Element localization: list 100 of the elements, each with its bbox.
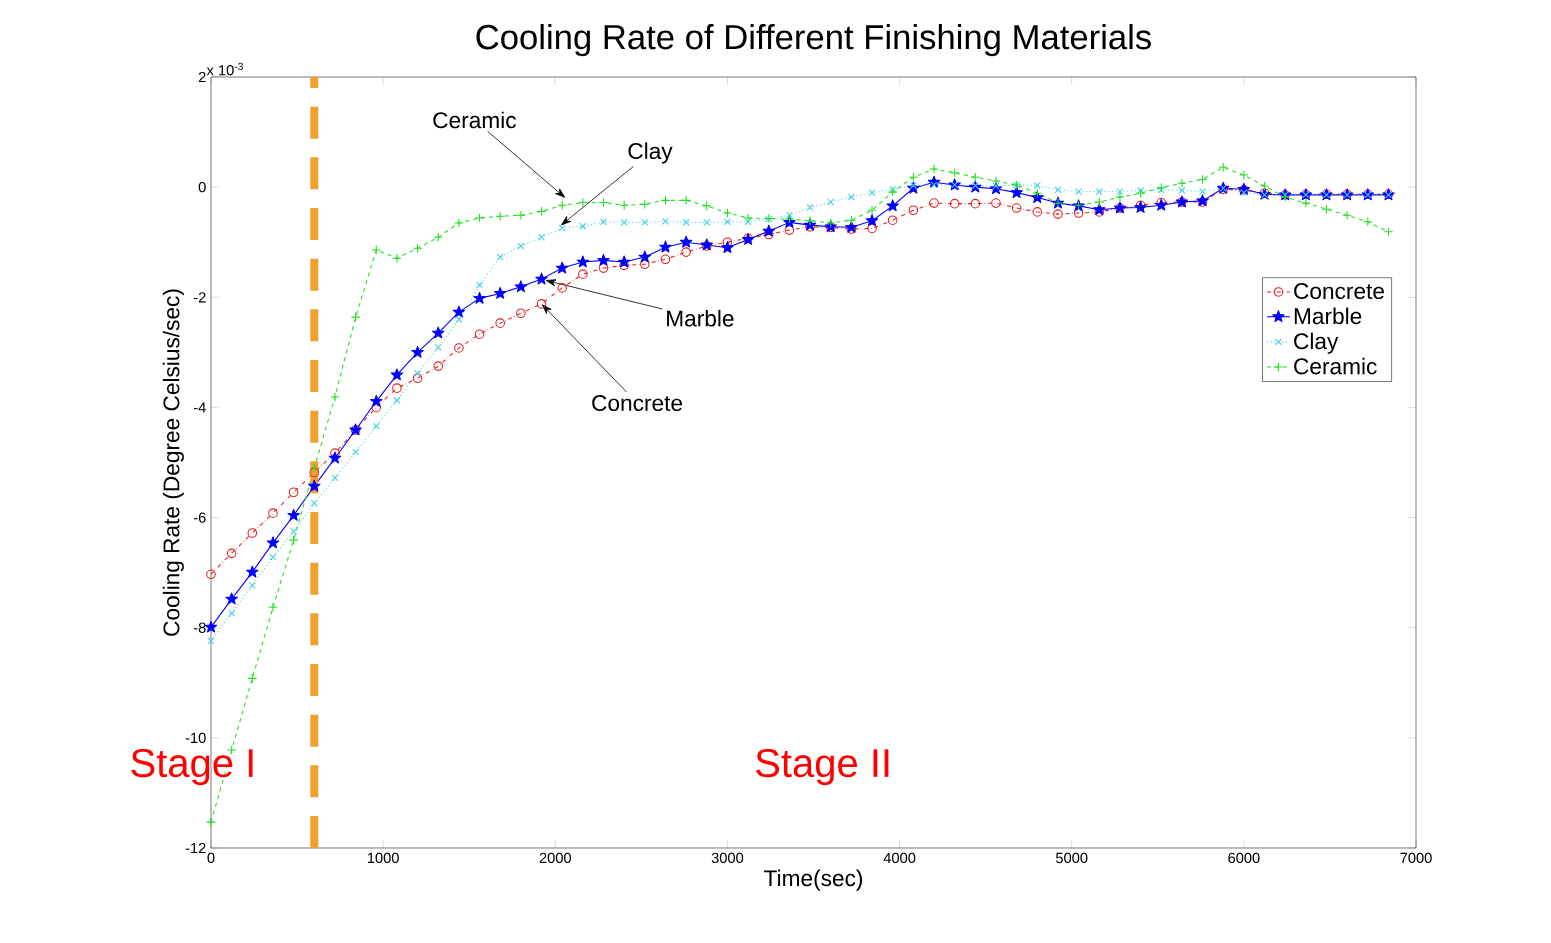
point: [309, 467, 320, 478]
x-tick-label: 4000: [883, 852, 916, 864]
point: [268, 508, 278, 518]
point: [1053, 209, 1063, 219]
annotation: Stage II: [756, 748, 889, 786]
point: [887, 187, 898, 197]
point: [372, 422, 380, 430]
point: [806, 203, 814, 212]
point: [619, 200, 629, 211]
point: [228, 609, 236, 617]
point: [641, 218, 649, 226]
y-tick-label: -6: [193, 512, 206, 523]
point: [579, 222, 587, 230]
point: [620, 218, 628, 226]
point: [290, 527, 298, 535]
point: [269, 553, 277, 561]
point: [743, 213, 753, 223]
point: [330, 392, 340, 402]
point: [454, 218, 464, 228]
x-tick-label: 0: [207, 852, 215, 864]
point: [599, 218, 608, 226]
point: [679, 235, 693, 248]
point: [328, 451, 342, 464]
point: [431, 326, 445, 339]
point: [887, 215, 898, 225]
point: [535, 272, 548, 285]
point: [1383, 226, 1394, 237]
point: [309, 463, 320, 473]
legend-label: Concrete: [1294, 283, 1384, 300]
point: [474, 213, 485, 223]
point: [412, 243, 423, 254]
text: x 10$^{-3}$: [206, 62, 243, 76]
point: [1116, 187, 1124, 196]
point: [909, 181, 917, 190]
point: [1115, 192, 1125, 202]
x-tick-label: 1000: [367, 852, 399, 864]
y-tick-label: -10: [185, 732, 206, 744]
point: [496, 253, 504, 261]
point: [681, 247, 691, 257]
point: [721, 241, 734, 254]
point: [847, 193, 855, 201]
point: [288, 487, 299, 498]
legend-label: Ceramic: [1294, 357, 1377, 375]
point: [722, 208, 733, 218]
point: [390, 368, 404, 381]
point: [454, 343, 464, 353]
point: [247, 673, 258, 684]
point: [682, 218, 690, 226]
point: [1178, 186, 1186, 194]
point: [352, 448, 360, 456]
y-tick-label: -12: [185, 842, 206, 854]
point: [1095, 187, 1103, 196]
point: [886, 199, 899, 212]
point: [370, 394, 383, 407]
annotation: Ceramic: [433, 111, 516, 129]
point: [1073, 208, 1084, 218]
point: [660, 195, 671, 206]
point: [287, 508, 300, 521]
point: [412, 373, 423, 384]
point: [350, 312, 361, 322]
legend-label: Marble: [1294, 307, 1362, 325]
point: [638, 250, 652, 263]
point: [1177, 178, 1187, 189]
point: [991, 176, 1001, 186]
point: [970, 198, 981, 209]
point: [536, 299, 547, 309]
point: [762, 224, 775, 237]
point: [1094, 197, 1105, 207]
point: [1093, 203, 1106, 216]
point: [867, 205, 877, 216]
point: [701, 201, 712, 211]
x-tick-label: 3000: [711, 852, 744, 864]
point: [576, 255, 590, 268]
point: [640, 259, 650, 270]
point: [867, 223, 877, 234]
point: [473, 291, 486, 304]
point: [310, 499, 318, 507]
point: [226, 548, 237, 559]
y-axis-title: Cooling Rate (Degree Celsius/sec): [162, 289, 184, 636]
point: [1156, 182, 1167, 193]
point: [266, 536, 280, 549]
point: [991, 198, 1001, 208]
point: [1032, 207, 1043, 217]
point: [659, 240, 672, 253]
point: [493, 286, 507, 299]
point: [1240, 189, 1248, 197]
point: [392, 253, 402, 263]
point: [434, 343, 442, 351]
point: [578, 269, 588, 279]
point: [288, 535, 299, 545]
point: [661, 217, 670, 225]
point: [393, 396, 401, 404]
point: [1094, 207, 1105, 217]
point: [1301, 198, 1311, 208]
point: [537, 233, 546, 241]
annotation: Marble: [667, 309, 734, 327]
x-tick-label: 2000: [539, 852, 572, 864]
chart-title: Cooling Rate of Different Finishing Materials: [476, 23, 1151, 57]
point: [929, 198, 939, 208]
x-tick-label: 6000: [1228, 852, 1260, 864]
